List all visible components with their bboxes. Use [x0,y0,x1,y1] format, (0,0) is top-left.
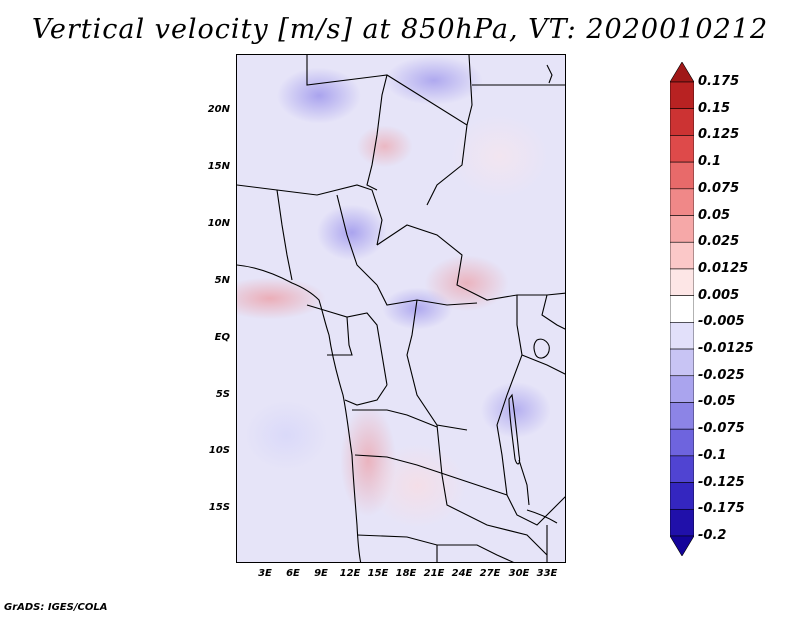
colorbar-segment [670,135,694,163]
colorbar-segment [670,62,694,83]
colorbar-label: -0.1 [698,447,727,463]
colorbar-segment [670,508,694,537]
colorbar-label: -0.125 [698,474,745,490]
colorbar-segment [670,215,694,243]
colorbar-segment [670,81,694,110]
lon-label: 18E [395,568,417,579]
colorbar-segment [670,161,694,190]
lat-label: 15N [207,161,230,172]
lon-label: 12E [339,568,361,579]
map-panel [236,54,566,563]
colorbar-segment [670,108,694,136]
colorbar-segment [670,322,694,350]
lon-label: 24E [451,568,473,579]
colorbar-segment [670,241,694,270]
colorbar-label: -0.025 [698,367,745,383]
colorbar-label: 0.15 [698,100,731,116]
lat-label: 10N [207,218,230,229]
colorbar-segment [670,188,694,216]
colorbar-label: -0.075 [698,421,745,437]
lat-label: 5N [214,275,230,286]
lat-label: 20N [207,104,230,115]
colorbar-segment [670,535,694,556]
colorbar [670,62,694,556]
colorbar-label: -0.0125 [698,341,754,357]
colorbar-segment [670,402,694,430]
lat-label: 10S [208,445,230,456]
lon-label: 6E [286,568,300,579]
colorbar-segment [670,482,694,510]
colorbar-label: 0.075 [698,180,740,196]
colorbar-label: 0.125 [698,127,740,143]
lon-label: 30E [508,568,530,579]
colorbar-segment [670,428,694,457]
colorbar-segment [670,455,694,483]
colorbar-label: 0.05 [698,207,731,223]
colorbar-label: -0.05 [698,394,736,410]
footer-credit: GrADS: IGES/COLA [4,602,108,613]
colorbar-segment [670,348,694,377]
colorbar-label: 0.005 [698,287,740,303]
colorbar-segment [670,375,694,403]
colorbar-label: 0.025 [698,234,740,250]
lon-label: 15E [367,568,389,579]
lon-label: 33E [536,568,558,579]
colorbar-label: 0.1 [698,154,722,170]
chart-title: Vertical velocity [m/s] at 850hPa, VT: 2… [31,14,769,45]
lat-label: 15S [208,502,230,513]
lon-label: 3E [258,568,272,579]
colorbar-label: 0.0125 [698,260,749,276]
lon-label: 27E [479,568,501,579]
lat-label: EQ [214,332,230,343]
colorbar-label: -0.005 [698,314,745,330]
colorbar-label: -0.175 [698,501,745,517]
lon-label: 21E [423,568,445,579]
lon-label: 9E [314,568,328,579]
boundary-lines [237,55,565,562]
lat-label: 5S [215,389,230,400]
colorbar-label: 0.175 [698,74,740,89]
colorbar-segment [670,295,694,323]
colorbar-label: -0.2 [698,528,727,543]
colorbar-segment [670,268,694,296]
